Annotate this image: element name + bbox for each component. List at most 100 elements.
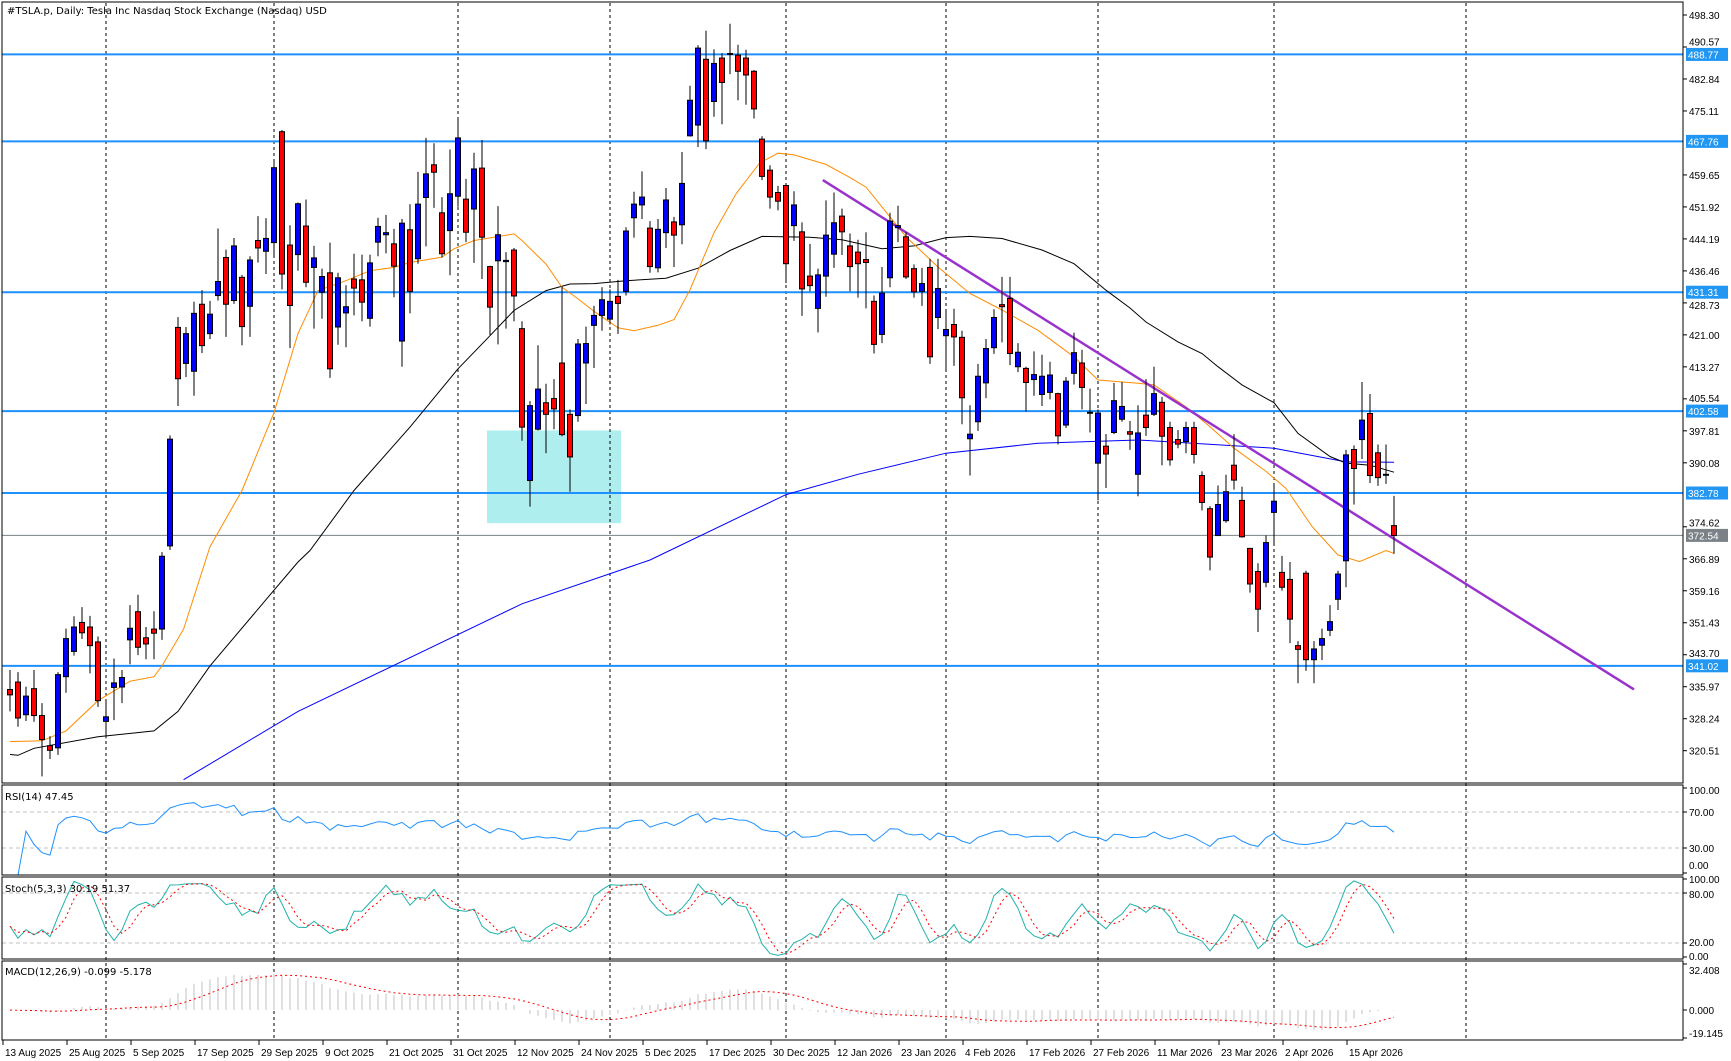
- bearish-candle-body: [567, 413, 573, 458]
- candle: [1143, 379, 1149, 436]
- bearish-candle-body: [519, 328, 525, 428]
- bullish-candle-body: [1223, 491, 1229, 522]
- candle: [919, 267, 925, 306]
- candle: [183, 327, 189, 378]
- chart-title: #TSLA.p, Daily: Tesla Inc Nasdaq Stock E…: [7, 6, 327, 17]
- bearish-candle-body: [143, 637, 149, 645]
- candle: [1271, 485, 1277, 544]
- candle: [671, 216, 677, 268]
- candle: [999, 276, 1005, 343]
- candle: [647, 221, 653, 273]
- support-zone-rectangle[interactable]: [487, 430, 621, 524]
- candle: [95, 636, 101, 707]
- candle: [1007, 276, 1013, 366]
- bearish-candle-body: [359, 279, 365, 303]
- candle: [887, 212, 893, 288]
- last-price-label: 372.54: [1688, 531, 1719, 542]
- candle: [199, 290, 205, 354]
- bullish-candle-body: [1039, 375, 1045, 395]
- candle: [1183, 421, 1189, 454]
- indicator-tick-label: 30.00: [1689, 844, 1714, 855]
- rsi-pane-frame: [1, 784, 1684, 876]
- bearish-candle-body: [783, 184, 789, 265]
- indicator-tick-label: 100.00: [1689, 786, 1720, 797]
- level-price-label: 402.58: [1688, 407, 1719, 418]
- candle: [255, 216, 261, 263]
- candle: [663, 187, 669, 248]
- bearish-candle-body: [551, 398, 557, 410]
- bullish-candle-body: [679, 182, 685, 226]
- bullish-candle-body: [583, 343, 589, 364]
- date-label: 23 Jan 2026: [901, 1048, 956, 1059]
- candle: [527, 401, 533, 507]
- candle: [783, 184, 789, 284]
- price-axis[interactable]: 498.30 490.57 482.84 475.11 459.65 451.92 444.…: [1683, 11, 1728, 1040]
- bearish-candle-body: [927, 266, 933, 358]
- candle: [1295, 641, 1301, 684]
- bullish-candle-body: [447, 193, 453, 232]
- candle: [567, 409, 573, 492]
- bearish-candle-body: [1303, 572, 1309, 661]
- candle: [935, 258, 941, 330]
- candle: [119, 670, 125, 704]
- candle: [1383, 444, 1389, 484]
- bearish-candle-body: [95, 641, 101, 702]
- candle: [319, 268, 325, 319]
- bullish-candle-body: [1119, 405, 1125, 420]
- candle: [1175, 430, 1181, 449]
- candle: [719, 53, 725, 125]
- bullish-candle-body: [263, 237, 269, 252]
- candle: [943, 310, 949, 371]
- candle: [1023, 366, 1029, 412]
- date-label: 9 Oct 2025: [325, 1048, 374, 1059]
- candle: [135, 594, 141, 656]
- price-tick-label: 421.00: [1689, 331, 1720, 342]
- time-axis[interactable]: 13 Aug 2025 25 Aug 2025 5 Sep 2025 17 Sep 2…: [2, 1040, 1403, 1059]
- candle: [823, 200, 829, 297]
- bullish-candle-body: [1047, 374, 1053, 393]
- candle: [951, 308, 957, 366]
- downtrend-line[interactable]: [822, 179, 1635, 691]
- bullish-candle-body: [1135, 432, 1141, 475]
- bullish-candle-body: [503, 259, 509, 263]
- price-tick-label: 459.65: [1689, 171, 1720, 182]
- bullish-candle-body: [295, 203, 301, 256]
- bullish-candle-body: [1031, 374, 1037, 381]
- bearish-candle-body: [31, 688, 37, 717]
- bullish-candle-body: [55, 674, 61, 749]
- candle: [1087, 388, 1093, 433]
- candle: [727, 23, 733, 75]
- level-price-badge: [1686, 285, 1728, 299]
- bearish-candle-body: [431, 164, 437, 173]
- bearish-candle-body: [767, 169, 773, 198]
- bearish-candle-body: [1079, 362, 1085, 388]
- bearish-candle-body: [279, 131, 285, 275]
- pane-frames: [1, 1, 1684, 1041]
- candle: [39, 703, 45, 777]
- bearish-candle-body: [735, 54, 741, 72]
- candle: [1135, 405, 1141, 497]
- candle: [1255, 563, 1261, 632]
- candle: [399, 219, 405, 367]
- candle: [751, 70, 757, 119]
- bearish-candle-body: [39, 715, 45, 741]
- candle: [1231, 434, 1237, 490]
- candle: [15, 672, 21, 727]
- bearish-candle-body: [487, 266, 493, 308]
- bearish-candle-body: [135, 611, 141, 648]
- level-price-badge: [1686, 47, 1728, 61]
- date-label: 15 Apr 2026: [1349, 1048, 1403, 1059]
- trendline-layer[interactable]: [822, 179, 1635, 691]
- bearish-candle-body: [1367, 412, 1373, 477]
- horizontal-levels[interactable]: [2, 53, 1683, 667]
- candle: [1359, 382, 1365, 460]
- stoch-label: Stoch(5,3,3) 30.19 51.37: [5, 884, 130, 895]
- date-label: 21 Oct 2025: [389, 1048, 444, 1059]
- candle: [487, 265, 493, 335]
- bullish-candle-body: [591, 314, 597, 326]
- rsi-line: [17, 802, 1395, 876]
- bullish-candle-body: [23, 695, 29, 716]
- bearish-candle-body: [543, 402, 549, 415]
- bullish-candle-body: [527, 405, 533, 482]
